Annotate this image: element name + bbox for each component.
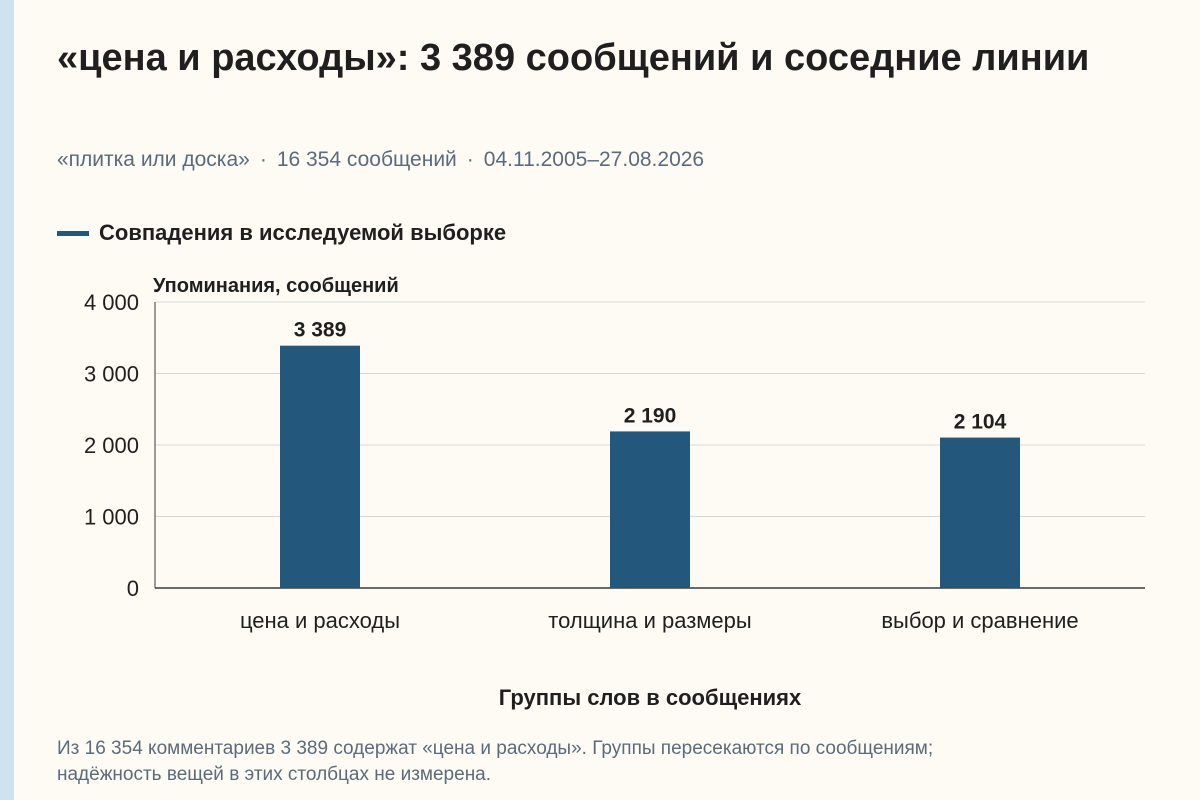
x-tick-label: цена и расходы	[240, 608, 400, 633]
chart-legend: Совпадения в исследуемой выборке	[57, 218, 506, 248]
legend-swatch	[57, 230, 89, 236]
bar-data-label: 3 389	[294, 319, 347, 342]
subtitle-topic: «плитка или доска»	[57, 148, 250, 171]
x-tick-label: выбор и сравнение	[881, 608, 1078, 633]
legend-label: Совпадения в исследуемой выборке	[99, 220, 507, 245]
bar	[940, 437, 1020, 588]
bar	[610, 431, 690, 588]
y-tick-label: 3 000	[84, 362, 139, 387]
y-tick-label: 1 000	[84, 505, 139, 530]
chart-title: «цена и расходы»: 3 389 сообщений и сосе…	[57, 37, 1090, 79]
x-axis-title: Группы слов в сообщениях	[498, 685, 802, 710]
left-accent-strip	[0, 0, 14, 800]
subtitle-separator: ·	[259, 148, 267, 171]
y-tick-label: 4 000	[84, 290, 139, 315]
y-tick-label: 0	[127, 576, 139, 601]
footnote: Из 16 354 комментариев 3 389 содержат «ц…	[57, 738, 934, 785]
subtitle-period: 04.11.2005–27.08.2026	[483, 148, 705, 171]
x-tick-label: толщина и размеры	[548, 608, 751, 633]
bar-data-label: 2 190	[624, 404, 677, 427]
y-axis-ticks: 0 1 000 2 000 3 000 4 000	[84, 290, 139, 601]
chart-subtitle: «плитка или доска» · 16 354 сообщений · 04.1…	[57, 146, 704, 174]
bars: 3 389 2 190 2 104	[280, 319, 1020, 588]
subtitle-message-count: 16 354 сообщений	[276, 148, 457, 171]
bar-chart: Упоминания, сообщений 0 1 000 2 000 3 000 4 …	[84, 275, 1145, 633]
bar-data-label: 2 104	[954, 411, 1007, 434]
subtitle-separator: ·	[466, 148, 474, 171]
bar	[280, 345, 360, 588]
y-tick-label: 2 000	[84, 433, 139, 458]
x-axis-ticks: цена и расходы толщина и размеры выбор и с…	[240, 608, 1079, 633]
y-axis-title: Упоминания, сообщений	[153, 275, 399, 297]
